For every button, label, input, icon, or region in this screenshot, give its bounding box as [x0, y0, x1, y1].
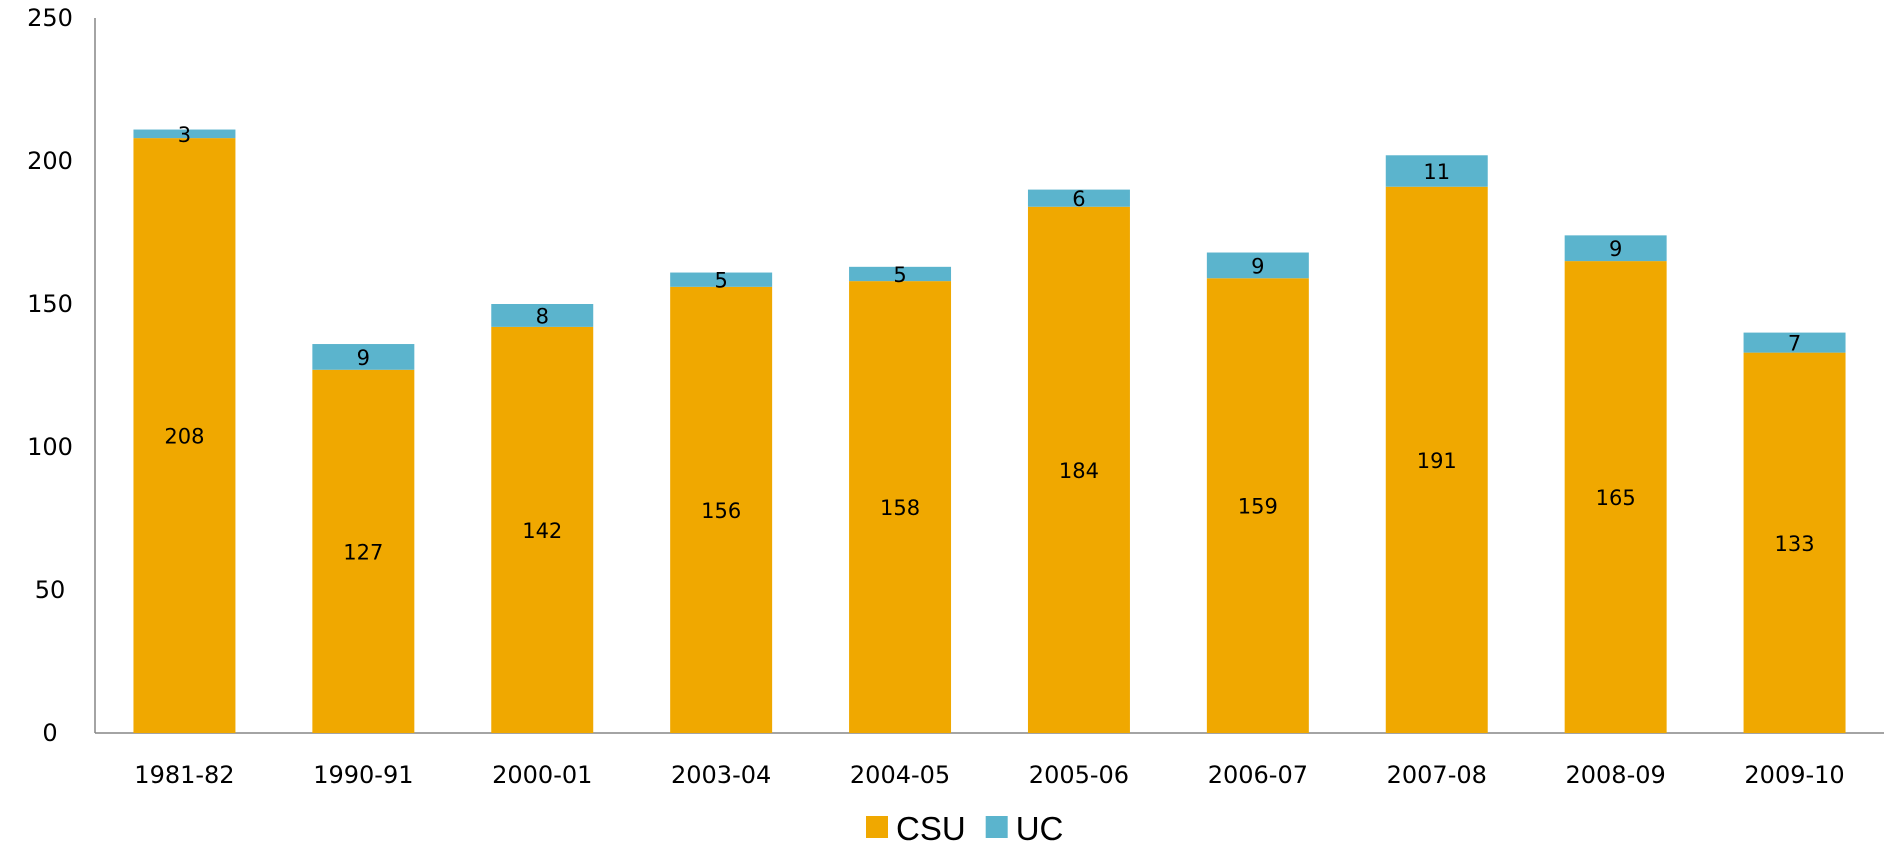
y-tick-label: 200 — [27, 147, 73, 175]
data-label-uc: 11 — [1423, 160, 1450, 184]
data-label-uc: 5 — [893, 263, 906, 287]
bar-csu-2009-10 — [1743, 352, 1846, 733]
y-tick-label: 250 — [27, 4, 73, 32]
bar-uc-2008-09 — [1564, 235, 1667, 262]
x-tick-label: 1981-82 — [134, 761, 234, 789]
y-tick-label: 0 — [42, 719, 57, 747]
x-tick-label: 2003-04 — [671, 761, 771, 789]
x-tick-label: 2005-06 — [1029, 761, 1129, 789]
bar-uc-1981-82 — [133, 129, 236, 139]
bar-uc-1990-91 — [312, 344, 415, 370]
legend: CSU UC — [866, 810, 1063, 847]
bar-csu-1990-91 — [312, 369, 415, 733]
data-label-uc: 3 — [178, 123, 191, 147]
x-tick-label: 2007-08 — [1387, 761, 1487, 789]
data-label-csu: 133 — [1775, 532, 1815, 556]
data-label-csu: 127 — [343, 540, 383, 564]
bar-uc-2006-07 — [1206, 252, 1309, 279]
data-label-csu: 159 — [1238, 495, 1278, 519]
data-label-csu: 208 — [164, 425, 204, 449]
x-axis: 1981-82 1990-91 2000-01 2003-04 2004-05 2005-… — [95, 732, 1884, 789]
bars — [133, 129, 1846, 734]
legend-label-csu: CSU — [896, 810, 966, 847]
data-label-uc: 9 — [1251, 254, 1264, 278]
y-axis: 0 50 100 150 200 250 — [27, 4, 96, 747]
bar-uc-2000-01 — [491, 304, 594, 327]
data-label-csu: 184 — [1059, 459, 1099, 483]
x-tick-label: 2000-01 — [492, 761, 592, 789]
bar-uc-2007-08 — [1385, 155, 1488, 187]
data-label-uc: 5 — [714, 269, 727, 293]
x-tick-label: 2008-09 — [1566, 761, 1666, 789]
data-label-uc: 9 — [357, 346, 370, 370]
bar-csu-2006-07 — [1206, 278, 1309, 733]
x-tick-label: 2006-07 — [1208, 761, 1308, 789]
data-label-csu: 165 — [1596, 486, 1636, 510]
legend-swatch-uc — [985, 816, 1008, 838]
bar-csu-1981-82 — [133, 138, 236, 733]
legend-label-uc: UC — [1016, 810, 1064, 847]
bar-csu-2008-09 — [1564, 261, 1667, 733]
bar-csu-2003-04 — [670, 286, 773, 733]
data-label-uc: 7 — [1788, 332, 1801, 356]
bar-uc-2005-06 — [1027, 189, 1130, 207]
y-tick-label: 100 — [27, 433, 73, 461]
bar-csu-2004-05 — [849, 281, 952, 733]
bar-csu-2000-01 — [491, 326, 594, 733]
x-tick-label: 2009-10 — [1744, 761, 1844, 789]
data-label-csu: 142 — [522, 519, 562, 543]
data-label-uc: 9 — [1609, 237, 1622, 261]
bar-uc-2003-04 — [670, 272, 773, 287]
bar-csu-2005-06 — [1027, 206, 1130, 733]
data-label-csu: 191 — [1417, 449, 1457, 473]
data-label-csu: 158 — [880, 496, 920, 520]
x-tick-label: 2004-05 — [850, 761, 950, 789]
data-label-uc: 8 — [536, 304, 549, 328]
x-tick-label: 1990-91 — [313, 761, 413, 789]
data-labels: 208 3 127 9 142 8 156 5 158 5 184 6 159 9 191 11 165 9 133… — [164, 123, 1814, 565]
y-tick-label: 150 — [27, 290, 73, 318]
bar-csu-2007-08 — [1385, 186, 1488, 734]
legend-swatch-csu — [866, 816, 888, 838]
bar-uc-2004-05 — [849, 266, 952, 282]
y-tick-label: 50 — [35, 576, 66, 604]
data-label-csu: 156 — [701, 499, 741, 523]
data-label-uc: 6 — [1072, 187, 1085, 211]
bar-uc-2009-10 — [1743, 332, 1846, 353]
